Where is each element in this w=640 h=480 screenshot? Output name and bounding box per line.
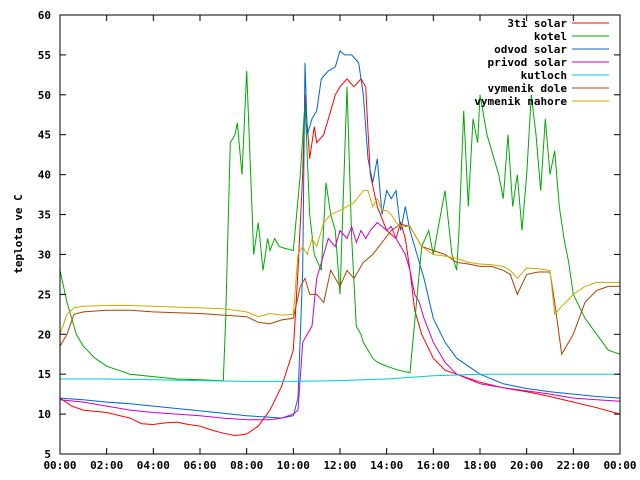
y-tick-label: 35 <box>38 209 51 222</box>
y-tick-label: 5 <box>44 448 51 461</box>
legend-label: vymenik dole <box>488 82 568 95</box>
x-tick-label: 00:00 <box>43 459 76 472</box>
y-tick-label: 55 <box>38 49 51 62</box>
series-line-vymenik-nahore <box>59 190 620 335</box>
y-tick-label: 50 <box>38 89 51 102</box>
x-tick-label: 22:00 <box>557 459 590 472</box>
series-line-3ti-solar <box>59 78 621 437</box>
y-tick-label: 15 <box>38 368 51 381</box>
series-line-kutloch <box>60 373 620 382</box>
x-tick-label: 10:00 <box>277 459 310 472</box>
legend-label: vymenik nahore <box>474 95 567 108</box>
y-tick-label: 20 <box>38 328 51 341</box>
legend-label: kotel <box>534 30 567 43</box>
y-tick-label: 40 <box>38 169 51 182</box>
series-line-odvod-solar <box>59 50 621 419</box>
x-tick-label: 00:00 <box>603 459 636 472</box>
x-tick-label: 20:00 <box>510 459 543 472</box>
y-tick-label: 10 <box>38 408 51 421</box>
x-tick-label: 08:00 <box>230 459 263 472</box>
series-layer <box>59 50 621 437</box>
x-tick-label: 04:00 <box>137 459 170 472</box>
series-line-privod-solar <box>59 221 621 421</box>
series-line-kotel <box>59 70 621 382</box>
x-tick-label: 06:00 <box>183 459 216 472</box>
x-tick-label: 16:00 <box>417 459 450 472</box>
x-tick-label: 02:00 <box>90 459 123 472</box>
legend-label: 3ti solar <box>507 17 567 30</box>
y-tick-label: 30 <box>38 248 51 261</box>
legend-label: kutloch <box>521 69 567 82</box>
series-line-vymenik-dole <box>59 223 620 356</box>
y-tick-label: 25 <box>38 288 51 301</box>
x-tick-label: 14:00 <box>370 459 403 472</box>
y-tick-label: 60 <box>38 9 51 22</box>
x-tick-label: 12:00 <box>323 459 356 472</box>
legend-label: privod solar <box>488 56 568 69</box>
legend-label: odvod solar <box>494 43 567 56</box>
y-tick-label: 45 <box>38 129 51 142</box>
y-axis-label: teplota ve C <box>12 194 25 273</box>
x-tick-label: 18:00 <box>463 459 496 472</box>
ticks-layer: 5 10 15 20 25 30 35 40 45 50 55 60 00:00 02:00 04:00 06… <box>38 9 637 472</box>
